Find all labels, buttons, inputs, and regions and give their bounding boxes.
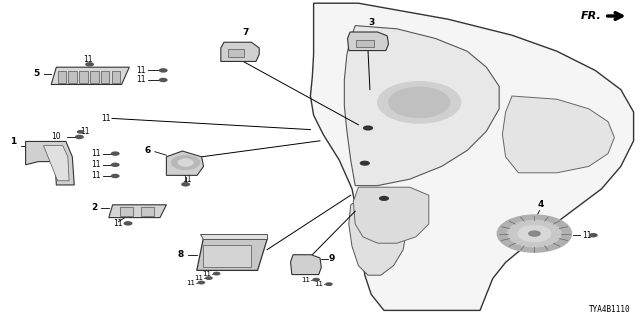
Circle shape <box>528 230 541 237</box>
Bar <box>79 71 88 83</box>
Text: 11: 11 <box>83 55 92 64</box>
Circle shape <box>508 220 561 247</box>
Circle shape <box>111 174 120 178</box>
Circle shape <box>325 282 333 286</box>
Circle shape <box>363 125 373 131</box>
Text: 11: 11 <box>136 76 145 84</box>
Circle shape <box>497 215 572 252</box>
Circle shape <box>518 225 551 242</box>
Text: 11: 11 <box>92 172 100 180</box>
Bar <box>112 71 120 83</box>
Polygon shape <box>200 234 268 239</box>
Text: 11: 11 <box>314 281 323 287</box>
Polygon shape <box>353 187 429 243</box>
Circle shape <box>77 130 84 134</box>
Circle shape <box>312 278 320 282</box>
Text: 11: 11 <box>186 280 196 285</box>
Polygon shape <box>51 67 129 84</box>
Circle shape <box>378 82 461 123</box>
Text: 3: 3 <box>369 18 375 27</box>
Circle shape <box>197 281 205 284</box>
Polygon shape <box>221 42 259 61</box>
Text: 11: 11 <box>81 127 90 136</box>
Bar <box>204 245 251 267</box>
Text: 11: 11 <box>92 160 100 169</box>
Bar <box>90 71 99 83</box>
Text: 2: 2 <box>91 203 97 212</box>
Circle shape <box>212 272 220 276</box>
Circle shape <box>388 87 450 118</box>
Text: 7: 7 <box>242 28 248 37</box>
Text: 11: 11 <box>136 66 145 75</box>
Text: FR.: FR. <box>581 11 602 21</box>
Bar <box>101 71 109 83</box>
Text: 5: 5 <box>33 69 40 78</box>
Circle shape <box>205 276 212 280</box>
Polygon shape <box>348 32 388 51</box>
Circle shape <box>379 196 389 201</box>
Polygon shape <box>291 255 321 275</box>
Circle shape <box>111 163 120 167</box>
Bar <box>120 207 133 216</box>
Text: 11: 11 <box>582 231 591 240</box>
Bar <box>58 71 66 83</box>
Text: 1: 1 <box>10 137 17 146</box>
Circle shape <box>159 78 168 82</box>
Circle shape <box>589 233 598 237</box>
Bar <box>68 71 77 83</box>
Circle shape <box>124 221 132 226</box>
Circle shape <box>85 62 94 67</box>
Polygon shape <box>344 26 499 186</box>
Bar <box>228 49 244 57</box>
Text: TYA4B1110: TYA4B1110 <box>589 305 630 314</box>
Polygon shape <box>349 195 406 275</box>
Polygon shape <box>502 96 614 173</box>
Polygon shape <box>166 151 204 175</box>
Circle shape <box>181 182 190 187</box>
Text: 11: 11 <box>114 219 123 228</box>
Text: 10: 10 <box>51 132 61 141</box>
Polygon shape <box>44 146 69 181</box>
Polygon shape <box>310 3 634 310</box>
Text: 9: 9 <box>329 254 335 263</box>
Text: 11: 11 <box>301 277 310 283</box>
Text: 11: 11 <box>194 275 204 281</box>
Text: 11: 11 <box>202 271 211 276</box>
Circle shape <box>159 68 168 73</box>
Polygon shape <box>26 141 74 185</box>
Polygon shape <box>109 205 166 218</box>
Circle shape <box>360 161 370 166</box>
Circle shape <box>75 135 84 139</box>
Circle shape <box>111 151 120 156</box>
Circle shape <box>178 159 193 166</box>
Bar <box>141 207 154 216</box>
Polygon shape <box>197 239 268 270</box>
Text: 8: 8 <box>178 250 184 259</box>
Text: 11: 11 <box>182 175 191 184</box>
Text: 6: 6 <box>144 146 150 155</box>
Text: 11: 11 <box>92 149 100 158</box>
Bar <box>356 40 374 47</box>
Text: 11: 11 <box>101 114 110 123</box>
Circle shape <box>172 156 200 170</box>
Text: 4: 4 <box>538 200 544 209</box>
